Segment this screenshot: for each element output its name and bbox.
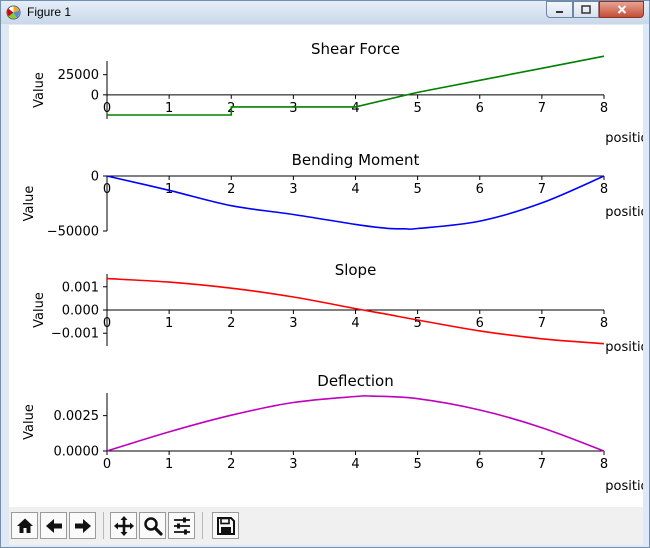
y-tick-label: 25000 [58,68,99,83]
x-axis-label: position [605,340,643,355]
x-tick-label: 0 [103,182,111,197]
navigation-toolbar [9,507,643,545]
subplot-shear-force: Shear Force012345678025000Valueposition [32,40,650,146]
x-axis-label: position [605,205,643,220]
y-tick-label: −0.001 [51,327,99,342]
x-tick-label: 1 [165,457,173,472]
y-tick-label: 0.001 [62,280,99,295]
matplotlib-logo-icon [6,5,21,20]
x-tick-label: 7 [538,457,546,472]
subplot-deflection: Deflection 0 1 2 3 4 5 6 7 8 0.0000 0.0025 Value posi… [22,372,650,494]
x-tick-label: 0 [103,316,111,331]
zoom-button[interactable] [139,512,166,539]
x-tick-label: 3 [289,457,297,472]
x-tick-label: 1 [165,316,173,331]
subplot-title: Deflection [317,372,393,390]
x-tick-label: 8 [600,101,608,116]
x-tick-label: 6 [476,182,484,197]
y-axis-label: Value [32,72,47,108]
toolbar-separator [103,512,104,539]
x-tick-label: 4 [351,316,359,331]
x-tick-label: 6 [476,101,484,116]
x-tick-label: 8 [600,182,608,197]
floppy-disk-icon [216,516,235,535]
x-tick-label: 7 [538,101,546,116]
figure-plots: Shear Force012345678025000ValuepositionB… [22,40,650,494]
data-line [106,175,605,230]
y-tick-label: 0.000 [62,304,99,319]
x-tick-label: 3 [289,182,297,197]
x-tick-label: 6 [476,457,484,472]
minimize-button[interactable] [546,1,573,18]
subplot-title: Bending Moment [292,151,420,169]
y-axis-label: Value [32,292,47,328]
close-button[interactable] [599,1,644,18]
window-title: Figure 1 [27,5,72,19]
back-button[interactable] [40,512,67,539]
y-tick-label: 0.0025 [54,409,100,424]
x-tick-label: 0 [103,457,111,472]
x-tick-label: 3 [289,316,297,331]
x-tick-label: 4 [351,101,359,116]
x-tick-label: 4 [351,182,359,197]
x-tick-label: 5 [413,101,421,116]
x-tick-label: 5 [413,316,421,331]
x-tick-label: 1 [165,101,173,116]
x-tick-label: 2 [227,457,235,472]
maximize-icon [581,5,591,14]
pan-button[interactable] [110,512,137,539]
home-icon [16,518,33,533]
x-tick-label: 3 [289,101,297,116]
toolbar-separator [202,512,203,539]
sliders-icon [173,517,190,534]
x-axis-label: position [605,479,643,494]
subplot-title: Slope [335,261,377,279]
data-line [106,395,605,452]
x-tick-label: 5 [413,182,421,197]
minimize-icon [556,11,563,13]
x-tick-label: 2 [227,182,235,197]
subplot-title: Shear Force [311,40,400,58]
x-tick-label: 2 [227,316,235,331]
x-tick-label: 6 [476,316,484,331]
x-axis-label: position [605,131,643,146]
right-arrow-icon [74,518,91,533]
y-tick-label: 0 [91,170,99,185]
x-tick-label: 7 [538,182,546,197]
configure-subplots-button[interactable] [168,512,195,539]
magnifier-icon [143,516,163,536]
y-axis-label: Value [22,404,37,440]
move-icon [113,515,134,536]
x-tick-label: 7 [538,316,546,331]
figure-canvas[interactable]: Shear Force012345678025000ValuepositionB… [9,25,650,507]
home-button[interactable] [11,512,38,539]
y-tick-label: 0.0000 [54,445,100,460]
y-tick-label: 0 [91,88,99,103]
x-tick-label: 8 [600,457,608,472]
close-icon [617,5,626,14]
save-button[interactable] [212,512,239,539]
title-bar[interactable]: Figure 1 [1,1,649,24]
forward-button[interactable] [69,512,96,539]
y-axis-label: Value [22,186,37,222]
x-tick-label: 5 [413,457,421,472]
left-arrow-icon [45,518,62,533]
x-tick-label: 4 [351,457,359,472]
subplot-slope: Slope 0 1 2 3 4 5 6 7 8 0.001 0.000 −0.001 Value posit… [32,261,650,355]
y-tick-label: −50000 [47,225,99,240]
data-line [106,277,605,345]
x-tick-label: 8 [600,316,608,331]
maximize-button[interactable] [573,1,599,18]
x-tick-label: 0 [103,101,111,116]
data-line [107,55,605,116]
